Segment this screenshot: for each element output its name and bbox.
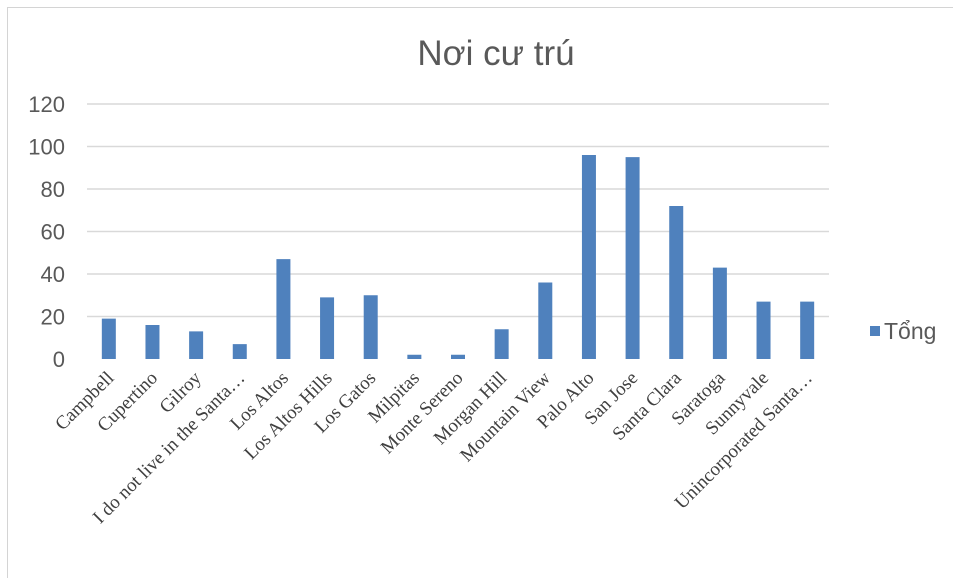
bar bbox=[189, 331, 204, 359]
y-tick-label: 20 bbox=[41, 305, 65, 330]
bar bbox=[756, 301, 771, 359]
y-tick-label: 100 bbox=[28, 135, 65, 160]
legend: Tổng bbox=[870, 318, 936, 344]
bars bbox=[101, 155, 815, 359]
bar bbox=[625, 157, 640, 359]
y-tick-label: 60 bbox=[41, 220, 65, 245]
bar bbox=[669, 206, 684, 359]
y-tick-label: 120 bbox=[28, 92, 65, 117]
bar bbox=[363, 295, 378, 359]
bar bbox=[145, 325, 160, 359]
bar bbox=[101, 318, 116, 359]
bar bbox=[451, 354, 465, 359]
bar-chart: Nơi cư trú 0 20 40 60 80 100 120 CampbellCuper… bbox=[28, 34, 936, 528]
legend-swatch bbox=[870, 326, 880, 336]
y-tick-label: 40 bbox=[41, 262, 65, 287]
y-tick-label: 0 bbox=[53, 347, 65, 372]
bar bbox=[494, 329, 509, 359]
bar bbox=[232, 344, 247, 359]
chart-title: Nơi cư trú bbox=[417, 34, 574, 73]
y-tick-label: 80 bbox=[41, 177, 65, 202]
y-axis-tick-labels: 0 20 40 60 80 100 120 bbox=[28, 92, 65, 372]
bar bbox=[407, 354, 422, 359]
bar bbox=[800, 301, 815, 359]
legend-label: Tổng bbox=[884, 318, 936, 344]
chart-frame: Nơi cư trú 0 20 40 60 80 100 120 Campbell Cuper… bbox=[7, 7, 953, 578]
bar bbox=[712, 267, 727, 359]
bar bbox=[581, 155, 596, 359]
gridlines bbox=[87, 103, 829, 318]
bar bbox=[320, 297, 335, 359]
bar bbox=[538, 282, 553, 359]
bar bbox=[276, 259, 291, 359]
